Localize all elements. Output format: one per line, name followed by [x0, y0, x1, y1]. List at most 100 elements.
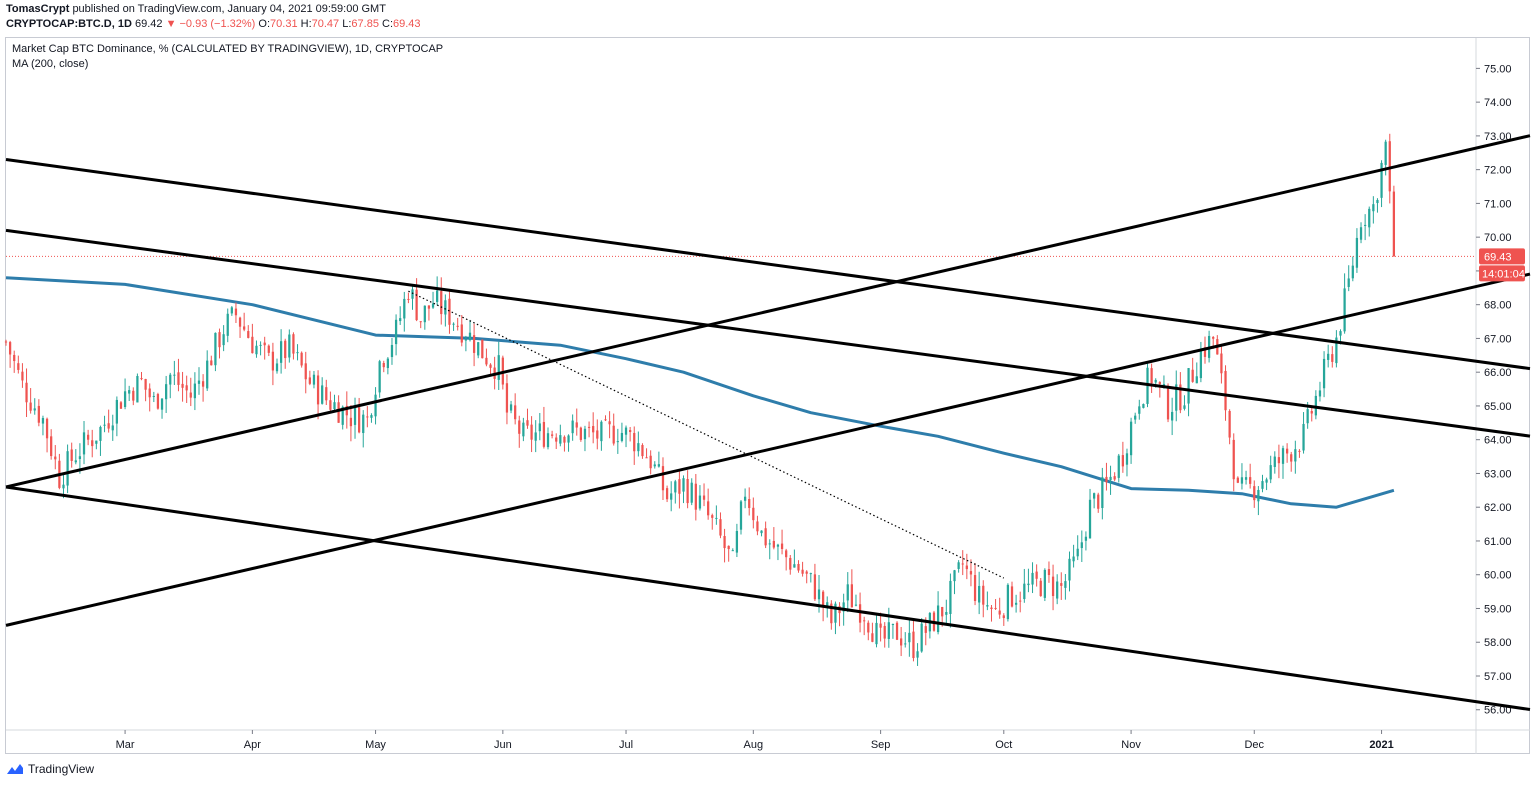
- candle-body: [160, 398, 164, 410]
- candle-body: [255, 345, 258, 355]
- candle-body: [760, 530, 763, 534]
- candle-body: [325, 387, 328, 401]
- candle-body: [1051, 576, 1055, 597]
- time-tick-label: Jul: [619, 739, 633, 751]
- indicator-legend[interactable]: MA (200, close): [12, 58, 89, 70]
- candle-body: [140, 378, 143, 380]
- price-tick-label: 66.00: [1484, 367, 1512, 379]
- candle-body: [608, 421, 611, 425]
- price-tick-label: 63.00: [1484, 468, 1512, 480]
- price-tick-label: 65.00: [1484, 401, 1512, 413]
- time-tick-label: Mar: [116, 739, 135, 751]
- candle-body: [789, 557, 792, 570]
- time-tick-label: Sep: [871, 739, 891, 751]
- candle-body: [1035, 571, 1038, 579]
- candle-body: [900, 638, 903, 646]
- candle-body: [1355, 237, 1359, 268]
- candle-body: [1183, 405, 1186, 409]
- candle-body: [214, 332, 217, 366]
- candle-body: [13, 354, 16, 362]
- candle-body: [1125, 453, 1129, 465]
- candle-body: [86, 434, 90, 440]
- candle-body: [370, 415, 373, 418]
- candle-body: [308, 377, 311, 384]
- candle-body: [431, 303, 435, 308]
- candle-body: [904, 643, 907, 645]
- ohlc-header: CRYPTOCAP:BTC.D, 1D 69.42 ▼ −0.93 (−1.32…: [6, 18, 421, 30]
- candle-body: [468, 332, 472, 341]
- candle-body: [965, 565, 968, 570]
- candle-body: [41, 418, 45, 424]
- chart-legend-title[interactable]: Market Cap BTC Dominance, % (CALCULATED …: [12, 43, 444, 55]
- candle-body: [986, 605, 989, 607]
- candle-body: [1306, 409, 1309, 424]
- countdown-badge: [1479, 265, 1525, 282]
- candle-body: [887, 622, 890, 639]
- candle-body: [1121, 455, 1125, 467]
- candle-body: [908, 632, 911, 643]
- candle-body: [1056, 581, 1059, 599]
- candle-body: [1285, 448, 1289, 454]
- candle-body: [957, 562, 960, 569]
- candle-body: [1191, 369, 1194, 382]
- candle-body: [563, 436, 566, 443]
- candle-body: [1388, 141, 1391, 192]
- candle-body: [739, 501, 743, 530]
- candle-body: [390, 344, 394, 358]
- time-tick-label: Aug: [744, 739, 764, 751]
- candle-body: [107, 423, 110, 429]
- candle-body: [711, 515, 714, 518]
- candle-body: [165, 384, 168, 400]
- candle-body: [411, 289, 414, 299]
- price-tick-label: 75.00: [1484, 63, 1512, 75]
- candle-body: [1384, 141, 1387, 165]
- candle-body: [132, 390, 135, 401]
- candle-body: [830, 603, 833, 624]
- candle-body: [936, 605, 940, 633]
- candle-body: [616, 441, 619, 443]
- candle-body: [1027, 583, 1030, 586]
- candle-body: [62, 484, 65, 489]
- candle-body: [978, 585, 981, 603]
- candle-body: [460, 324, 463, 343]
- candle-body: [333, 402, 336, 410]
- candle-body: [1351, 265, 1354, 279]
- candle-body: [559, 435, 562, 444]
- candle-body: [415, 289, 418, 321]
- candle-body: [1019, 600, 1022, 602]
- candle-body: [1232, 439, 1235, 480]
- candle-body: [1060, 583, 1063, 586]
- candle-body: [924, 626, 927, 633]
- last-price-label: 69.43: [1484, 251, 1512, 263]
- author-name[interactable]: TomasCrypt: [6, 3, 70, 15]
- candle-body: [1318, 390, 1322, 397]
- candle-body: [1014, 602, 1018, 605]
- candle-body: [1187, 368, 1190, 404]
- candle-body: [1335, 337, 1338, 364]
- time-tick-label: Jun: [494, 739, 512, 751]
- candle-body: [1347, 278, 1350, 287]
- price-tick-label: 73.00: [1484, 131, 1512, 143]
- published-text: published on TradingView.com, January 04…: [72, 3, 386, 15]
- candle-body: [961, 563, 964, 565]
- candle-body: [95, 440, 98, 444]
- candle-body: [337, 402, 340, 423]
- candle-body: [279, 341, 283, 363]
- candle-body: [1175, 384, 1178, 411]
- candle-body: [423, 305, 426, 323]
- price-tick-label: 59.00: [1484, 603, 1512, 615]
- candle-body: [1290, 454, 1293, 462]
- candle-body: [296, 352, 299, 354]
- candle-body: [1134, 415, 1137, 420]
- footer-brand[interactable]: TradingView: [6, 762, 94, 776]
- candle-body: [1273, 456, 1276, 467]
- price-tick-label: 64.00: [1484, 435, 1512, 447]
- candle-body: [1195, 376, 1198, 384]
- candle-body: [169, 374, 172, 385]
- candle-body: [111, 425, 114, 431]
- candle-body: [756, 521, 759, 532]
- chart-frame[interactable]: [5, 37, 1530, 754]
- candle-body: [1343, 288, 1346, 332]
- trend-line: [5, 158, 1531, 371]
